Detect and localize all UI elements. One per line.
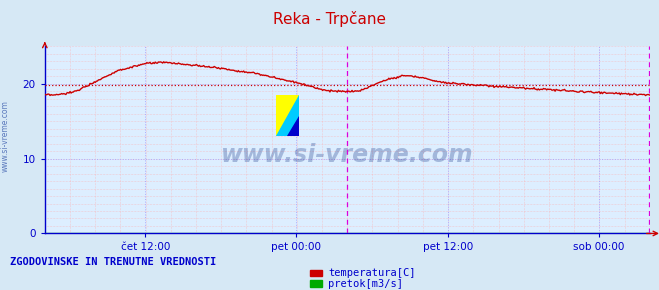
Text: www.si-vreme.com: www.si-vreme.com [1,100,10,172]
Polygon shape [276,95,299,136]
Polygon shape [287,116,299,136]
Text: temperatura[C]: temperatura[C] [328,268,416,278]
Text: www.si-vreme.com: www.si-vreme.com [221,143,474,167]
Text: ZGODOVINSKE IN TRENUTNE VREDNOSTI: ZGODOVINSKE IN TRENUTNE VREDNOSTI [10,258,216,267]
Text: Reka - Trpčane: Reka - Trpčane [273,11,386,27]
Text: pretok[m3/s]: pretok[m3/s] [328,279,403,289]
Polygon shape [276,95,299,136]
